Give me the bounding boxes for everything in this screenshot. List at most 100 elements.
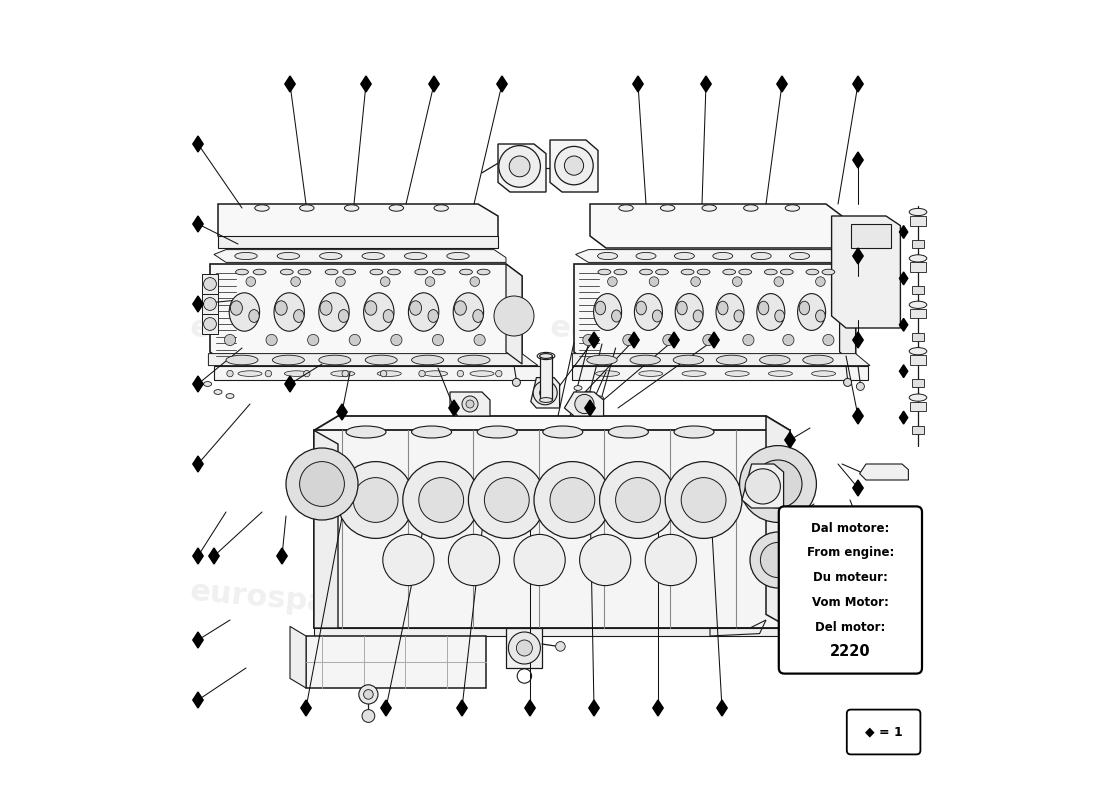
Ellipse shape (785, 205, 800, 211)
Polygon shape (306, 636, 486, 688)
Ellipse shape (780, 269, 793, 274)
Ellipse shape (725, 370, 749, 376)
Bar (910, 402, 926, 411)
Ellipse shape (594, 294, 621, 330)
Polygon shape (900, 411, 908, 424)
Circle shape (733, 277, 742, 286)
Ellipse shape (389, 205, 404, 211)
Ellipse shape (343, 269, 355, 274)
Ellipse shape (734, 310, 744, 322)
Polygon shape (506, 628, 542, 668)
Circle shape (381, 277, 390, 286)
Circle shape (516, 640, 532, 656)
Bar (912, 333, 924, 341)
Ellipse shape (716, 294, 744, 330)
Circle shape (564, 156, 584, 175)
Ellipse shape (758, 301, 769, 314)
Ellipse shape (744, 205, 758, 211)
Ellipse shape (249, 310, 260, 322)
Ellipse shape (408, 293, 439, 331)
Ellipse shape (764, 269, 778, 274)
Polygon shape (708, 332, 719, 348)
Ellipse shape (253, 269, 266, 274)
Text: Dal motore:: Dal motore: (811, 522, 890, 534)
Ellipse shape (713, 253, 733, 259)
Ellipse shape (214, 390, 222, 394)
Bar (850, 224, 891, 248)
Circle shape (466, 400, 474, 408)
Ellipse shape (204, 382, 211, 386)
Circle shape (204, 278, 217, 290)
Circle shape (760, 542, 795, 578)
Ellipse shape (364, 293, 394, 331)
Bar (910, 355, 926, 365)
Circle shape (204, 318, 217, 330)
Ellipse shape (387, 269, 400, 274)
Circle shape (540, 387, 551, 398)
Ellipse shape (682, 370, 706, 376)
Polygon shape (832, 216, 901, 328)
Ellipse shape (383, 310, 394, 322)
Ellipse shape (630, 355, 660, 365)
Ellipse shape (370, 269, 383, 274)
Ellipse shape (226, 355, 258, 365)
Polygon shape (214, 250, 506, 262)
Ellipse shape (275, 301, 287, 315)
Ellipse shape (273, 355, 305, 365)
Polygon shape (852, 152, 864, 168)
Polygon shape (506, 264, 522, 364)
Circle shape (299, 462, 344, 506)
Ellipse shape (595, 396, 604, 401)
Ellipse shape (477, 269, 490, 274)
Circle shape (616, 478, 660, 522)
Ellipse shape (586, 355, 617, 365)
Ellipse shape (612, 310, 621, 322)
Polygon shape (192, 456, 204, 472)
Circle shape (462, 396, 478, 412)
Ellipse shape (319, 293, 349, 331)
Circle shape (246, 277, 255, 286)
Circle shape (575, 394, 594, 414)
Ellipse shape (774, 310, 784, 322)
Bar (912, 426, 924, 434)
Circle shape (286, 448, 358, 520)
Ellipse shape (280, 269, 294, 274)
Circle shape (432, 334, 443, 346)
Polygon shape (192, 692, 204, 708)
Polygon shape (300, 700, 311, 716)
Polygon shape (456, 700, 468, 716)
Circle shape (308, 334, 319, 346)
Polygon shape (214, 366, 542, 380)
Polygon shape (585, 400, 595, 416)
Ellipse shape (255, 205, 270, 211)
Polygon shape (550, 140, 598, 192)
Circle shape (783, 334, 794, 346)
Ellipse shape (812, 370, 836, 376)
Polygon shape (314, 430, 790, 628)
Polygon shape (290, 626, 306, 688)
Polygon shape (784, 512, 795, 528)
Ellipse shape (409, 301, 421, 315)
Text: ◆ = 1: ◆ = 1 (865, 726, 902, 738)
Polygon shape (852, 480, 864, 496)
Ellipse shape (595, 301, 606, 314)
Ellipse shape (910, 208, 927, 215)
Ellipse shape (584, 391, 593, 396)
Polygon shape (277, 548, 287, 564)
Polygon shape (859, 464, 909, 480)
Ellipse shape (415, 269, 428, 274)
Circle shape (600, 462, 676, 538)
Ellipse shape (674, 253, 694, 259)
Ellipse shape (693, 310, 703, 322)
Ellipse shape (235, 269, 249, 274)
Circle shape (381, 370, 387, 377)
Ellipse shape (574, 386, 582, 390)
Circle shape (509, 156, 530, 177)
Polygon shape (588, 332, 600, 348)
Polygon shape (852, 76, 864, 92)
Bar (910, 262, 926, 272)
Polygon shape (766, 416, 790, 628)
Polygon shape (574, 264, 856, 364)
Polygon shape (852, 512, 864, 528)
Circle shape (362, 710, 375, 722)
